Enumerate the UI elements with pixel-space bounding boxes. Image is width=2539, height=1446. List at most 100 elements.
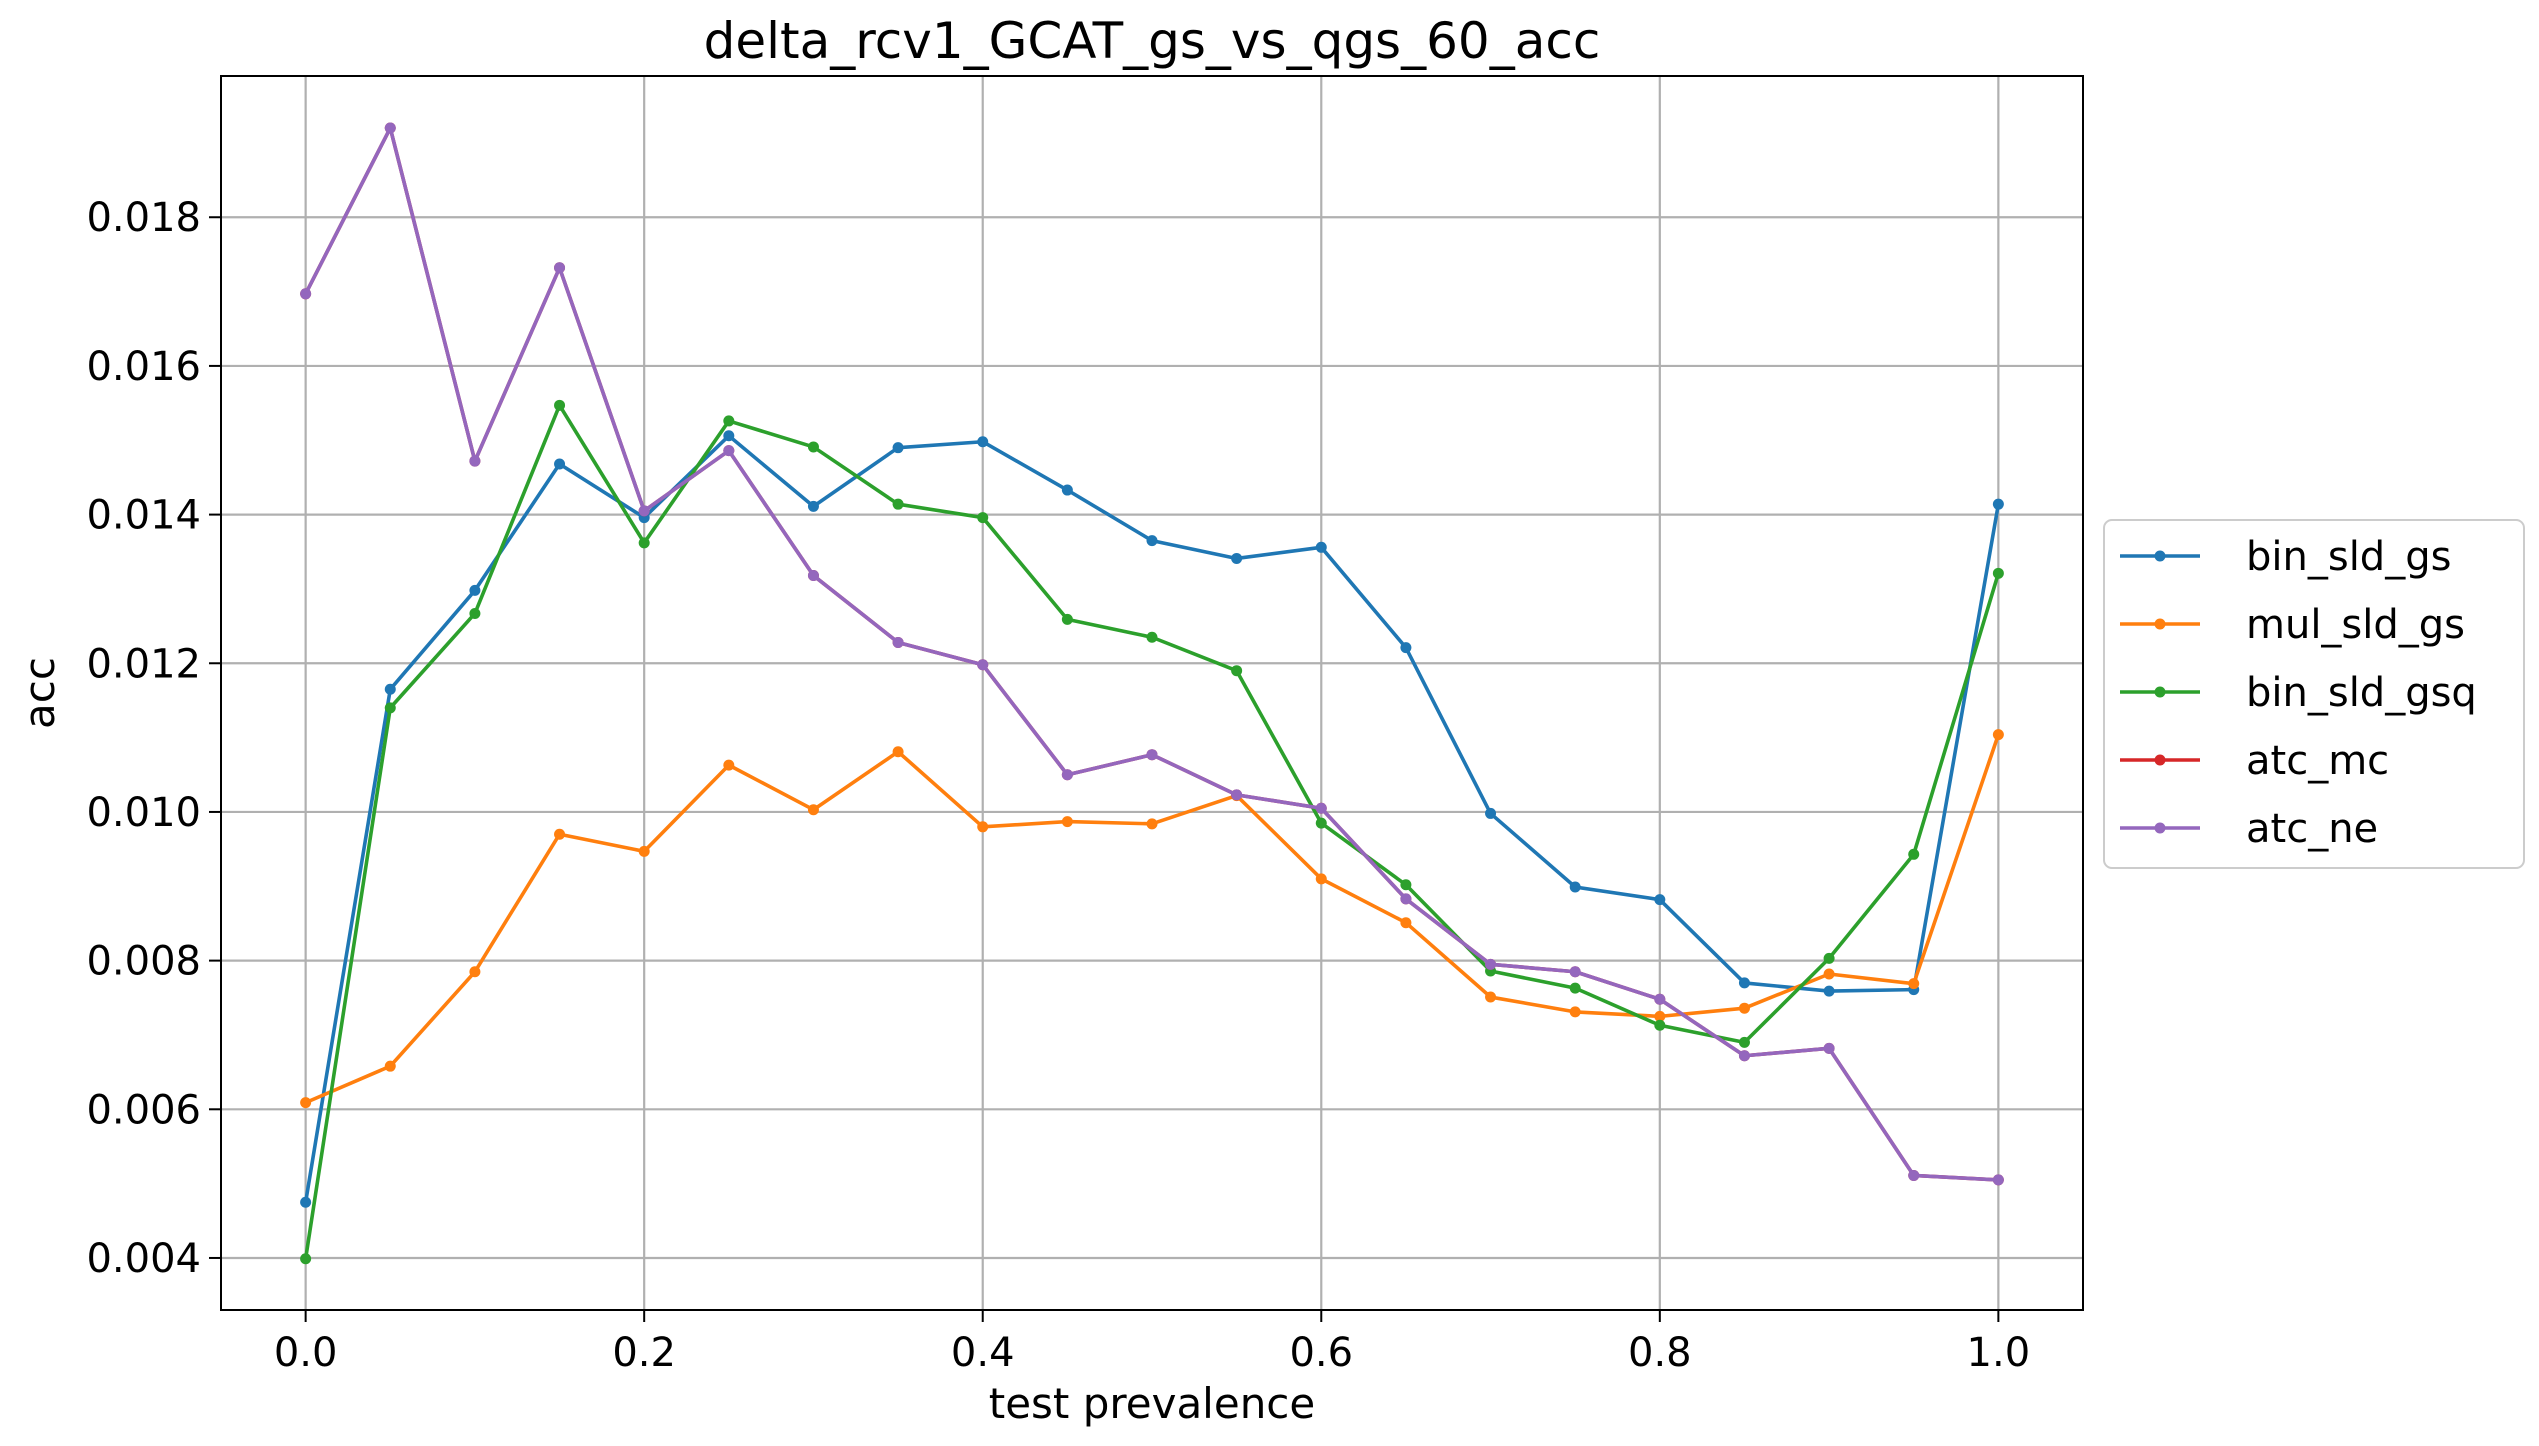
data-point — [554, 828, 566, 840]
x-tick-label: 0.4 — [951, 1330, 1015, 1376]
legend-item: atc_mc — [2120, 738, 2389, 784]
y-axis-label: acc — [15, 657, 64, 729]
data-point — [1908, 848, 1920, 860]
data-point — [1146, 818, 1158, 830]
data-point — [638, 845, 650, 857]
legend-label: atc_ne — [2246, 806, 2378, 852]
data-point — [300, 1196, 312, 1208]
y-tick-label: 0.004 — [86, 1236, 201, 1282]
y-tick-label: 0.006 — [86, 1087, 201, 1133]
x-tick-label: 0.0 — [274, 1330, 338, 1376]
data-point — [554, 262, 566, 274]
data-point — [1992, 1174, 2004, 1186]
legend-label: atc_mc — [2246, 738, 2389, 784]
data-point — [1823, 985, 1835, 997]
data-point — [1485, 991, 1497, 1003]
legend-marker — [2154, 550, 2166, 562]
data-point — [469, 607, 481, 619]
x-tick-label: 0.2 — [612, 1330, 676, 1376]
data-point — [1061, 816, 1073, 828]
data-point — [1738, 1036, 1750, 1048]
data-point — [1823, 1042, 1835, 1054]
data-point — [892, 746, 904, 758]
data-point — [1146, 535, 1158, 547]
data-point — [1823, 968, 1835, 980]
data-point — [469, 966, 481, 978]
series-bin_sld_gs — [300, 430, 2004, 1208]
data-point — [1908, 1169, 1920, 1181]
data-point — [638, 505, 650, 517]
x-tick-label: 1.0 — [1967, 1330, 2031, 1376]
data-point — [723, 445, 735, 457]
x-tick-label: 0.8 — [1628, 1330, 1692, 1376]
legend-item: bin_sld_gsq — [2120, 670, 2477, 716]
data-point — [1400, 642, 1412, 654]
data-point — [1738, 977, 1750, 989]
data-point — [384, 683, 396, 695]
data-point — [977, 659, 989, 671]
data-point — [1654, 993, 1666, 1005]
legend-marker — [2154, 686, 2166, 698]
data-point — [1654, 894, 1666, 906]
data-point — [807, 500, 819, 512]
data-point — [1569, 982, 1581, 994]
legend: bin_sld_gs mul_sld_gs bin_sld_gsq atc_mcatc… — [2103, 519, 2525, 869]
data-point — [807, 804, 819, 816]
data-point — [1654, 1019, 1666, 1031]
series-line — [303, 126, 2001, 1182]
data-point — [1061, 484, 1073, 496]
y-tick-label: 0.018 — [86, 195, 201, 241]
legend-marker — [2154, 618, 2166, 630]
data-point — [1231, 552, 1243, 564]
data-point — [1231, 665, 1243, 677]
data-point — [892, 442, 904, 454]
axis-ticks: 0.0 0.2 0.4 0.6 0.8 1.0 0.004 0.006 0.008 0.010 0.… — [86, 195, 2030, 1376]
data-point — [1400, 917, 1412, 929]
data-point — [1569, 1006, 1581, 1018]
data-point — [1485, 958, 1497, 970]
data-point — [977, 821, 989, 833]
data-point — [723, 430, 735, 442]
data-point — [638, 537, 650, 549]
y-tick-label: 0.010 — [86, 790, 201, 836]
data-point — [554, 458, 566, 470]
data-point — [892, 636, 904, 648]
data-point — [807, 570, 819, 582]
data-point — [977, 512, 989, 524]
data-point — [1315, 541, 1327, 553]
series-line — [303, 126, 2001, 1182]
data-point — [1231, 789, 1243, 801]
legend-box — [2103, 519, 2525, 869]
data-point — [300, 288, 312, 300]
data-point — [1315, 802, 1327, 814]
y-tick-label: 0.014 — [86, 493, 201, 539]
data-point — [469, 584, 481, 596]
legend-item: bin_sld_gs — [2120, 534, 2451, 580]
legend-label: mul_sld_gs — [2246, 602, 2465, 648]
grid-lines — [221, 76, 2083, 1310]
data-point — [384, 122, 396, 134]
data-point — [807, 441, 819, 453]
series-layer — [300, 122, 2004, 1265]
data-point — [1061, 769, 1073, 781]
data-point — [1061, 613, 1073, 625]
y-tick-label: 0.012 — [86, 641, 201, 687]
data-point — [1654, 1010, 1666, 1022]
data-point — [1908, 978, 1920, 990]
data-point — [1738, 1050, 1750, 1062]
series-mul_sld_gs — [300, 729, 2004, 1109]
data-point — [469, 455, 481, 467]
data-point — [1738, 1002, 1750, 1014]
chart-title: delta_rcv1_GCAT_gs_vs_qgs_60_acc — [704, 12, 1601, 70]
legend-label: bin_sld_gsq — [2246, 670, 2477, 716]
y-tick-label: 0.008 — [86, 939, 201, 985]
data-point — [723, 759, 735, 771]
legend-marker — [2154, 754, 2166, 766]
legend-item: mul_sld_gs — [2120, 602, 2465, 648]
data-point — [1400, 893, 1412, 905]
data-point — [384, 1060, 396, 1072]
data-point — [1146, 631, 1158, 643]
data-point — [300, 1097, 312, 1109]
data-point — [723, 415, 735, 427]
